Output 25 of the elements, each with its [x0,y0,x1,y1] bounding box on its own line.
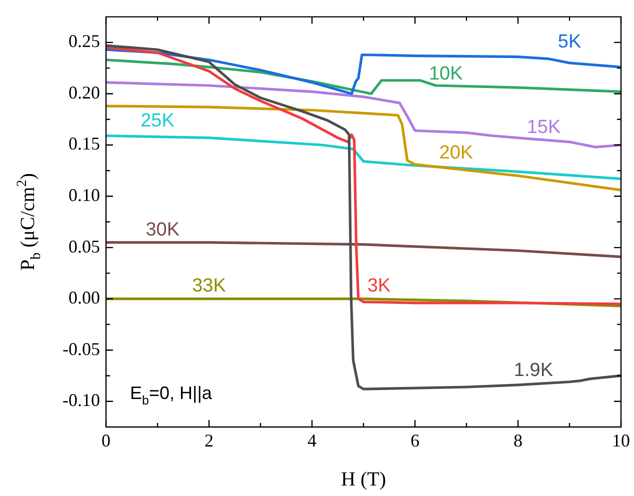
y-tick-label: 0.20 [68,82,100,102]
series-label: 5K [558,32,582,53]
y-tick-label: -0.10 [62,390,100,410]
y-tick-label: 0.00 [68,288,100,308]
series-label: 1.9K [514,360,554,381]
y-tick-label: -0.05 [62,338,100,359]
series-label: 15K [526,116,561,138]
x-tick-label: 10 [612,430,630,451]
x-tick-label: 6 [410,430,420,451]
series-label: 20K [439,142,474,164]
x-tick-label: 8 [514,430,522,451]
y-tick-label: 0.25 [68,31,100,52]
series-label: 3K [367,276,391,297]
y-tick-label: 0.10 [68,184,100,205]
y-axis-title: Pb (μC/cm2) [15,173,44,271]
x-axis-title: H (T) [341,468,386,490]
series-label: 30K [146,219,180,240]
x-tick-label: 0 [102,430,110,451]
x-tick-label: 4 [308,430,316,451]
series-label: 33K [192,276,226,297]
y-tick-label: 0.15 [68,134,100,154]
series-label: 10K [428,63,464,84]
y-tick-label: 0.05 [68,236,100,256]
series-label: 25K [140,110,175,132]
x-tick-label: 2 [204,430,214,451]
